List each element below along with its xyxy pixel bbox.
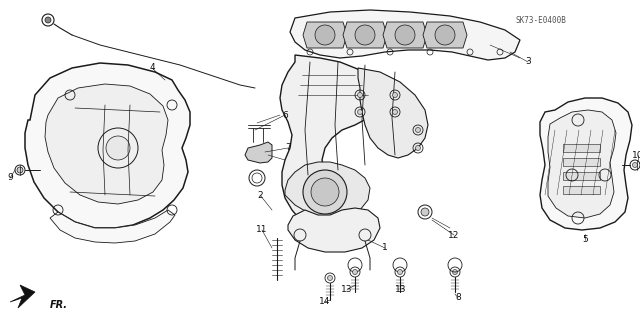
Circle shape [392, 93, 397, 98]
Polygon shape [563, 186, 600, 194]
Circle shape [311, 178, 339, 206]
Text: 11: 11 [256, 226, 268, 234]
Polygon shape [285, 162, 370, 220]
Circle shape [395, 25, 415, 45]
Text: 7: 7 [285, 144, 291, 152]
Circle shape [45, 17, 51, 23]
Text: 6: 6 [282, 110, 288, 120]
Circle shape [392, 109, 397, 115]
Text: FR.: FR. [50, 300, 68, 310]
Text: 5: 5 [582, 235, 588, 244]
Polygon shape [548, 110, 616, 218]
Polygon shape [303, 22, 347, 48]
Text: 1: 1 [382, 243, 388, 253]
Circle shape [632, 162, 637, 167]
Polygon shape [540, 98, 632, 230]
Circle shape [303, 170, 347, 214]
Circle shape [415, 145, 420, 151]
Polygon shape [383, 22, 427, 48]
Polygon shape [50, 210, 175, 243]
Polygon shape [10, 285, 35, 308]
Polygon shape [245, 142, 272, 163]
Text: 13: 13 [396, 286, 407, 294]
Text: 9: 9 [7, 174, 13, 182]
Circle shape [355, 25, 375, 45]
Text: 10: 10 [632, 151, 640, 160]
Polygon shape [280, 55, 382, 232]
Polygon shape [288, 208, 380, 252]
Circle shape [452, 270, 458, 275]
Circle shape [397, 270, 403, 275]
Circle shape [358, 93, 362, 98]
Text: 13: 13 [341, 286, 353, 294]
Polygon shape [343, 22, 387, 48]
Polygon shape [563, 172, 600, 180]
Polygon shape [358, 68, 428, 158]
Circle shape [435, 25, 455, 45]
Text: 2: 2 [257, 190, 263, 199]
Text: 14: 14 [319, 298, 331, 307]
Circle shape [106, 136, 130, 160]
Circle shape [328, 276, 333, 280]
Polygon shape [563, 158, 600, 166]
Polygon shape [290, 10, 520, 60]
Circle shape [415, 128, 420, 132]
Polygon shape [45, 84, 168, 204]
Text: SK73-E0400B: SK73-E0400B [515, 16, 566, 25]
Text: 8: 8 [455, 293, 461, 302]
Text: 12: 12 [448, 231, 460, 240]
Polygon shape [25, 63, 190, 228]
Circle shape [17, 167, 23, 173]
Polygon shape [423, 22, 467, 48]
Circle shape [353, 270, 358, 275]
Text: 4: 4 [149, 63, 155, 72]
Polygon shape [563, 144, 600, 152]
Circle shape [358, 109, 362, 115]
Text: 3: 3 [525, 57, 531, 66]
Circle shape [315, 25, 335, 45]
Circle shape [421, 208, 429, 216]
